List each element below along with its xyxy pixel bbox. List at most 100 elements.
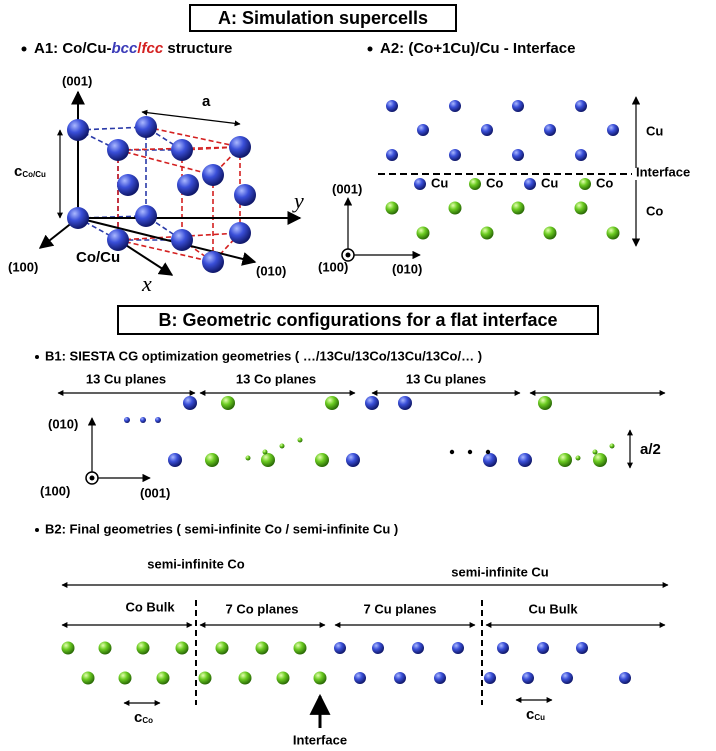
- region-label: Cu Bulk: [528, 601, 578, 616]
- axis-label: y: [292, 188, 304, 213]
- atom: [325, 396, 339, 410]
- atom-label: Co: [486, 175, 503, 190]
- atom: [452, 642, 464, 654]
- atom-label: Cu: [541, 175, 558, 190]
- atom: [171, 229, 193, 251]
- atom: [245, 455, 251, 461]
- atom: [497, 642, 509, 654]
- label: Co/Cu: [76, 249, 120, 266]
- b1-arrows: [57, 390, 666, 485]
- atom: [579, 178, 591, 190]
- atom: [480, 226, 494, 240]
- label: Interface: [293, 732, 347, 747]
- atom: [385, 201, 399, 215]
- atom: [522, 672, 534, 684]
- region-label: semi-infinite Co: [147, 556, 245, 571]
- atom: [229, 136, 251, 158]
- heading: A2: (Co+1Cu)/Cu - Interface: [380, 40, 575, 57]
- atom: [279, 443, 285, 449]
- label: Cu: [646, 123, 663, 138]
- atom: [609, 443, 615, 449]
- atom: [417, 124, 429, 136]
- atom: [262, 449, 268, 455]
- atom: [398, 396, 412, 410]
- atom: [511, 201, 525, 215]
- atom: [365, 396, 379, 410]
- atom: [386, 149, 398, 161]
- atom: [156, 671, 170, 685]
- label: Interface: [636, 164, 690, 179]
- bullet: [35, 355, 39, 359]
- plane-label: 13 Cu planes: [406, 371, 486, 386]
- atom: [593, 453, 607, 467]
- atom: [315, 453, 329, 467]
- axis-label: (001): [140, 485, 170, 500]
- region-label: Co Bulk: [125, 599, 175, 614]
- section-title: B: Geometric configurations for a flat i…: [158, 310, 557, 330]
- atom: [136, 641, 150, 655]
- plane-label: 13 Co planes: [236, 371, 316, 386]
- atom: [449, 149, 461, 161]
- axis-label: (100): [318, 259, 348, 274]
- atom: [107, 229, 129, 251]
- atom: [449, 449, 455, 455]
- atom: [118, 671, 132, 685]
- atom: [135, 116, 157, 138]
- atom: [576, 642, 588, 654]
- atom: [255, 641, 269, 655]
- atom: [177, 174, 199, 196]
- atom: [574, 201, 588, 215]
- axis-label: (100): [8, 259, 38, 274]
- atom: [619, 672, 631, 684]
- atom: [575, 149, 587, 161]
- atom: [175, 641, 189, 655]
- region-label: 7 Cu planes: [364, 601, 437, 616]
- atom: [346, 453, 360, 467]
- atom: [238, 671, 252, 685]
- bullet: [35, 528, 39, 532]
- atom: [558, 453, 572, 467]
- axis-label: (001): [332, 181, 362, 196]
- region-label: 7 Co planes: [226, 601, 299, 616]
- atom: [135, 205, 157, 227]
- atom: [354, 672, 366, 684]
- atom: [67, 119, 89, 141]
- atom: [107, 139, 129, 161]
- label: Co: [646, 203, 663, 218]
- atom: [67, 207, 89, 229]
- atom: [334, 642, 346, 654]
- axes-a2: [341, 96, 641, 262]
- bullet: [367, 46, 373, 52]
- plane-label: 13 Cu planes: [86, 371, 166, 386]
- atom: [448, 201, 462, 215]
- title-box: [189, 4, 457, 32]
- atom-label: Co: [596, 175, 613, 190]
- atom: [81, 671, 95, 685]
- atom: [261, 453, 275, 467]
- atom: [481, 124, 493, 136]
- axis-label: (010): [392, 261, 422, 276]
- axis-label: x: [141, 271, 152, 296]
- atom: [592, 449, 598, 455]
- atom-label: Cu: [431, 175, 448, 190]
- atom: [561, 672, 573, 684]
- label: a/2: [640, 441, 661, 458]
- atom: [155, 417, 161, 423]
- atom: [386, 100, 398, 112]
- bullet: [21, 46, 27, 52]
- section-title: A: Simulation supercells: [218, 8, 428, 28]
- atom: [215, 641, 229, 655]
- atom: [205, 453, 219, 467]
- region-label: semi-infinite Cu: [451, 564, 549, 579]
- atom: [544, 124, 556, 136]
- axis-label: (010): [48, 416, 78, 431]
- atom: [98, 641, 112, 655]
- atom: [416, 226, 430, 240]
- atom: [276, 671, 290, 685]
- atom: [512, 100, 524, 112]
- atom: [607, 124, 619, 136]
- atom: [171, 139, 193, 161]
- atom: [297, 437, 303, 443]
